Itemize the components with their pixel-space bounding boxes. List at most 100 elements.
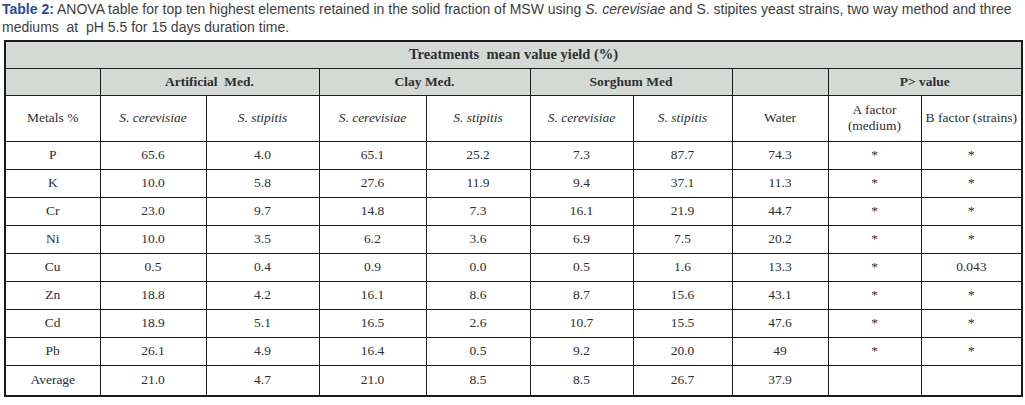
value-cell: 16.1	[530, 197, 633, 225]
value-cell: 21.0	[319, 365, 426, 396]
value-cell: 25.2	[426, 141, 530, 169]
value-cell: *	[921, 337, 1022, 365]
table-row: P65.64.065.125.27.387.774.3**	[5, 141, 1022, 169]
value-cell: 0.043	[921, 253, 1022, 281]
group-clay-med: Clay Med.	[319, 68, 530, 95]
metal-cell: Ni	[5, 225, 100, 253]
value-cell: 26.7	[633, 365, 732, 396]
col-header-s-cerevisiae: S. cerevisiae	[100, 95, 206, 141]
table-row: Cd18.95.116.52.610.715.547.6**	[5, 309, 1022, 337]
value-cell: *	[828, 141, 921, 169]
table-body: P65.64.065.125.27.387.774.3**K10.05.827.…	[5, 141, 1022, 396]
group-sorghum-med: Sorghum Med	[530, 68, 732, 95]
value-cell: 14.8	[319, 197, 426, 225]
value-cell: 11.9	[426, 169, 530, 197]
value-cell: 20.0	[633, 337, 732, 365]
col-header-s-stipitis: S. stipitis	[426, 95, 530, 141]
value-cell: 9.7	[206, 197, 319, 225]
value-cell: 16.5	[319, 309, 426, 337]
value-cell: 6.2	[319, 225, 426, 253]
value-cell: 16.4	[319, 337, 426, 365]
value-cell: *	[921, 197, 1022, 225]
value-cell: 3.6	[426, 225, 530, 253]
value-cell: 21.0	[100, 365, 206, 396]
col-header-a-factor: A factor (medium)	[828, 95, 921, 141]
value-cell: 18.8	[100, 281, 206, 309]
value-cell: 8.5	[530, 365, 633, 396]
table-row: Average21.04.721.08.58.526.737.9	[5, 365, 1022, 396]
table-row: Zn18.84.216.18.68.715.643.1**	[5, 281, 1022, 309]
value-cell: 10.0	[100, 225, 206, 253]
value-cell: 0.9	[319, 253, 426, 281]
value-cell: 26.1	[100, 337, 206, 365]
metal-cell: Cr	[5, 197, 100, 225]
col-header-b-factor: B factor (strains)	[921, 95, 1022, 141]
value-cell: 49	[732, 337, 828, 365]
group-artificial-med: Artificial Med.	[100, 68, 319, 95]
value-cell: 7.3	[530, 141, 633, 169]
metal-cell: Cu	[5, 253, 100, 281]
value-cell: 15.5	[633, 309, 732, 337]
metal-cell: Zn	[5, 281, 100, 309]
value-cell: *	[921, 225, 1022, 253]
value-cell: 8.6	[426, 281, 530, 309]
value-cell	[828, 365, 921, 396]
value-cell: 10.0	[100, 169, 206, 197]
value-cell: 5.8	[206, 169, 319, 197]
value-cell: 7.3	[426, 197, 530, 225]
col-header-metals: Metals %	[5, 95, 100, 141]
value-cell: *	[921, 309, 1022, 337]
value-cell: 18.9	[100, 309, 206, 337]
value-cell: 74.3	[732, 141, 828, 169]
value-cell: *	[828, 281, 921, 309]
value-cell: 21.9	[633, 197, 732, 225]
caption-label: Table 2:	[2, 1, 54, 17]
metal-cell: Average	[5, 365, 100, 396]
value-cell: *	[921, 281, 1022, 309]
value-cell: 65.1	[319, 141, 426, 169]
value-cell: *	[828, 225, 921, 253]
value-cell: 4.2	[206, 281, 319, 309]
value-cell: 4.9	[206, 337, 319, 365]
anova-table: Treatments mean value yield (%) Artifici…	[4, 40, 1023, 397]
table-row: K10.05.827.611.99.437.111.3**	[5, 169, 1022, 197]
value-cell: 11.3	[732, 169, 828, 197]
col-header-s-stipitis: S. stipitis	[633, 95, 732, 141]
metal-cell: Cd	[5, 309, 100, 337]
value-cell: 0.4	[206, 253, 319, 281]
value-cell: *	[828, 337, 921, 365]
table-row: Cr23.09.714.87.316.121.944.7**	[5, 197, 1022, 225]
value-cell: 20.2	[732, 225, 828, 253]
col-header-s-cerevisiae: S. cerevisiae	[319, 95, 426, 141]
table-row: Ni10.03.56.23.66.97.520.2**	[5, 225, 1022, 253]
value-cell: 47.6	[732, 309, 828, 337]
caption-text-1: ANOVA table for top ten highest elements…	[54, 1, 585, 17]
metal-cell: P	[5, 141, 100, 169]
metal-cell: K	[5, 169, 100, 197]
header-row-columns: Metals % S. cerevisiae S. stipitis S. ce…	[5, 95, 1022, 141]
value-cell: 0.5	[530, 253, 633, 281]
value-cell: 43.1	[732, 281, 828, 309]
value-cell: 4.0	[206, 141, 319, 169]
value-cell: 37.9	[732, 365, 828, 396]
value-cell: 0.0	[426, 253, 530, 281]
value-cell: 1.6	[633, 253, 732, 281]
value-cell: *	[921, 141, 1022, 169]
value-cell: 4.7	[206, 365, 319, 396]
value-cell: 27.6	[319, 169, 426, 197]
table-row: Cu0.50.40.90.00.51.613.3*0.043	[5, 253, 1022, 281]
value-cell: *	[828, 169, 921, 197]
value-cell: *	[828, 197, 921, 225]
value-cell: 8.7	[530, 281, 633, 309]
col-header-water: Water	[732, 95, 828, 141]
value-cell: 2.6	[426, 309, 530, 337]
value-cell: 3.5	[206, 225, 319, 253]
value-cell: 7.5	[633, 225, 732, 253]
value-cell: *	[828, 309, 921, 337]
value-cell: 23.0	[100, 197, 206, 225]
value-cell: 37.1	[633, 169, 732, 197]
value-cell: 5.1	[206, 309, 319, 337]
group-p-value: P> value	[828, 68, 1022, 95]
header-row-title: Treatments mean value yield (%)	[5, 41, 1022, 68]
value-cell: 15.6	[633, 281, 732, 309]
